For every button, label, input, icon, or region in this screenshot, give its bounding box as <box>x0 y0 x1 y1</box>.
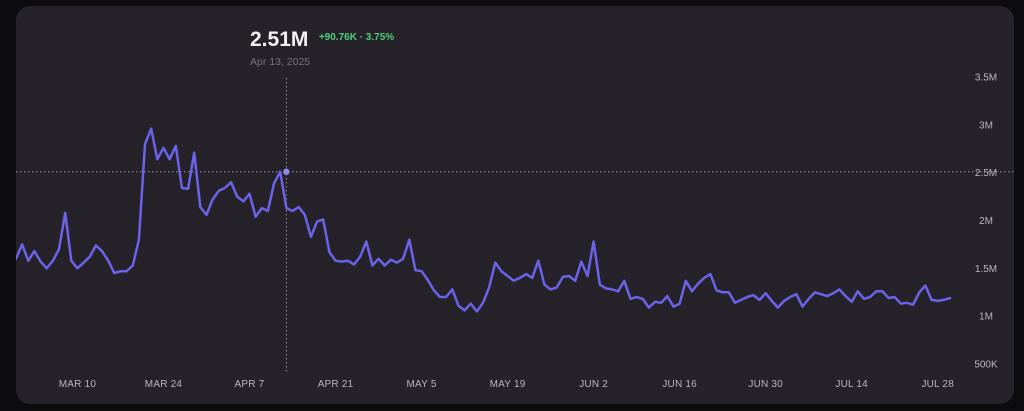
crosshair <box>16 78 1014 372</box>
y-tick-label: 1.5M <box>975 264 997 275</box>
y-tick-label: 2M <box>979 216 993 227</box>
x-tick-label: MAY 5 <box>407 379 437 390</box>
x-tick-label: MAY 19 <box>490 379 526 390</box>
y-tick-label: 3M <box>979 120 993 131</box>
tooltip-change: +90.76K · 3.75% <box>318 32 395 43</box>
series-group <box>16 127 952 313</box>
tooltip-value: 2.51M <box>250 28 309 51</box>
y-tick-label: 1M <box>979 312 993 323</box>
y-tick-label: 500K <box>974 360 998 371</box>
x-tick-label: APR 21 <box>318 379 354 390</box>
x-tick-label: JUL 14 <box>835 379 868 390</box>
x-tick-label: JUL 28 <box>921 379 954 390</box>
y-tick-label: 3.5M <box>975 73 997 84</box>
y-axis: 3.5M 3M 2.5M 2M 1.5M 1M 500K <box>974 73 998 371</box>
x-tick-label: JUN 2 <box>579 379 608 390</box>
tooltip-date: Apr 13, 2025 <box>250 56 311 68</box>
marker-group <box>283 168 290 175</box>
line-chart[interactable]: 3.5M 3M 2.5M 2M 1.5M 1M 500K MAR 10 MAR 24 APR 7… <box>16 6 1014 404</box>
x-tick-label: APR 7 <box>235 379 265 390</box>
x-tick-label: MAR 10 <box>59 379 97 390</box>
x-tick-label: MAR 24 <box>145 379 183 390</box>
y-tick-label: 2.5M <box>975 168 997 179</box>
x-tick-label: JUN 16 <box>662 379 697 390</box>
chart-card: 3.5M 3M 2.5M 2M 1.5M 1M 500K MAR 10 MAR 24 APR 7… <box>16 6 1014 404</box>
x-tick-label: JUN 30 <box>748 379 783 390</box>
series-line <box>16 127 952 313</box>
hover-tooltip: 2.51M +90.76K · 3.75% Apr 13, 2025 <box>250 28 394 68</box>
x-axis: MAR 10 MAR 24 APR 7 APR 21 MAY 5 MAY 19 JUN 2 J… <box>59 379 954 390</box>
highlight-point <box>283 168 290 175</box>
